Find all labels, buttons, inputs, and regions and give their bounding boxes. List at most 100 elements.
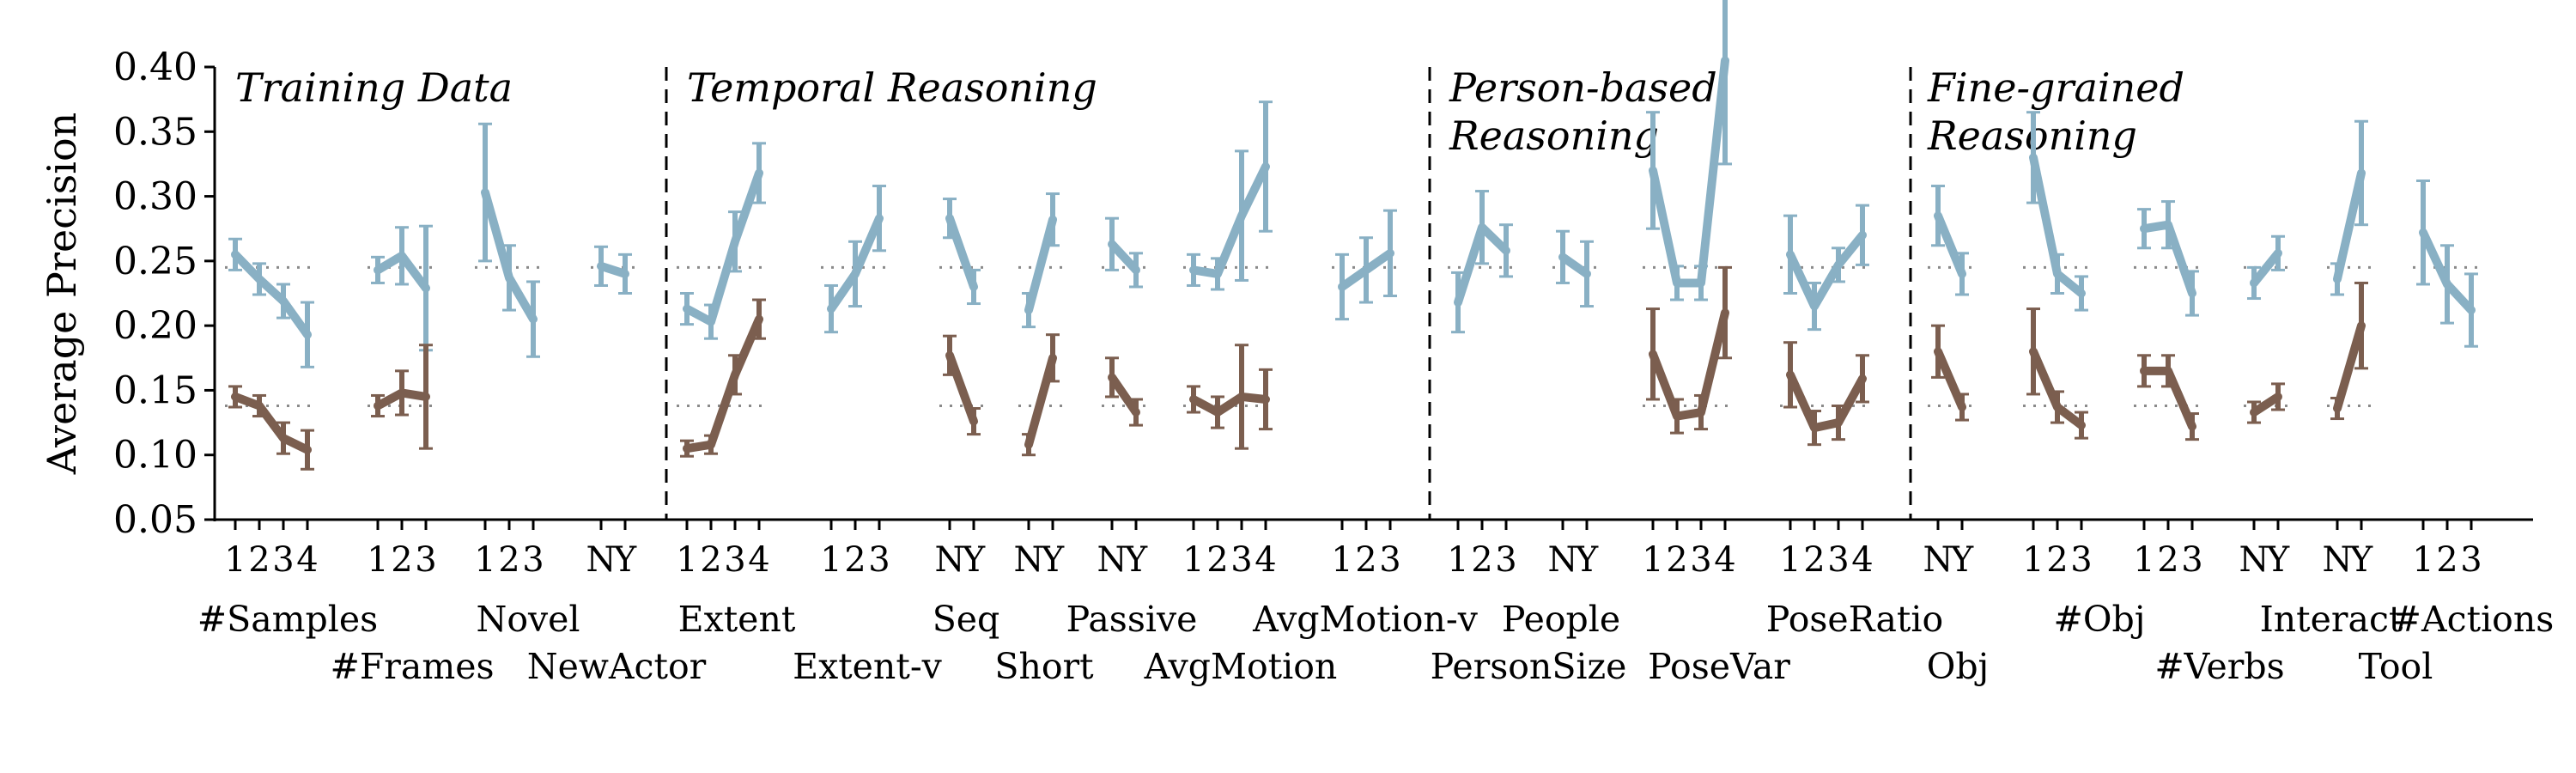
series-line-brown: [1649, 308, 1729, 421]
x-tick-label: 2: [391, 540, 412, 580]
series-line-blue: [1786, 230, 1867, 311]
x-tick-label: N: [1097, 540, 1127, 580]
series-line-blue: [1108, 240, 1140, 275]
series-line-brown: [231, 392, 312, 454]
section-title: Temporal Reasoning: [687, 64, 1097, 111]
x-tick-label: Y: [962, 540, 986, 580]
y-tick-label: 0.15: [113, 368, 197, 412]
series-line-brown: [1024, 353, 1057, 449]
y-tick-label: 0.05: [113, 498, 197, 542]
x-tick-label: Y: [1950, 540, 1974, 580]
section-title-line: Person-based: [1449, 64, 1717, 111]
factor-label: PersonSize: [1431, 646, 1627, 687]
x-tick-label: 1: [1779, 540, 1801, 580]
y-tick-label: 0.20: [113, 304, 197, 348]
section-title: Person-based Reasoning: [1449, 64, 1717, 159]
series-line-blue: [1649, 56, 1729, 288]
x-tick-label: N: [1923, 540, 1953, 580]
x-tick-label: 1: [1642, 540, 1663, 580]
factor-label: Extent-v: [793, 646, 943, 687]
x-tick-label: 2: [248, 540, 270, 580]
x-tick-label: Y: [2266, 540, 2290, 580]
y-tick-label: 0.35: [113, 110, 197, 154]
x-tick-label: 4: [296, 540, 318, 580]
x-tick-label: 1: [2022, 540, 2044, 580]
x-tick-label: 3: [724, 540, 745, 580]
x-tick-label: 3: [272, 540, 294, 580]
y-tick-label: 0.40: [113, 46, 197, 89]
factor-label: Short: [994, 646, 1094, 687]
series-line-blue: [945, 214, 978, 291]
x-tick-label: 3: [2181, 540, 2202, 580]
series-line-blue: [231, 250, 312, 339]
x-tick-label: 1: [2412, 540, 2433, 580]
x-tick-label: 2: [844, 540, 866, 580]
section-title: Training Data: [235, 64, 513, 111]
series-line-brown: [683, 314, 763, 453]
x-tick-label: 3: [1495, 540, 1516, 580]
factor-label: #Obj: [2054, 599, 2146, 640]
factor-label: #Actions: [2392, 599, 2555, 640]
series-line-blue: [1934, 211, 1966, 278]
series-line-blue: [1024, 215, 1057, 315]
x-tick-label: 2: [1803, 540, 1825, 580]
series-line-blue: [2333, 168, 2366, 283]
series-line-brown: [1189, 392, 1270, 417]
x-tick-label: 4: [1851, 540, 1873, 580]
x-tick-label: N: [935, 540, 965, 580]
x-tick-label: 1: [474, 540, 495, 580]
factor-label: People: [1502, 599, 1620, 640]
x-tick-label: N: [1014, 540, 1044, 580]
x-tick-label: 3: [1230, 540, 1252, 580]
x-tick-label: 3: [2070, 540, 2092, 580]
y-tick-label: 0.30: [113, 175, 197, 219]
x-tick-label: 3: [522, 540, 544, 580]
factor-label: Extent: [678, 599, 796, 640]
x-tick-label: 1: [1182, 540, 1204, 580]
x-tick-label: 3: [1827, 540, 1849, 580]
series-line-brown: [2333, 321, 2366, 413]
x-tick-label: Y: [2349, 540, 2373, 580]
factor-label: Obj: [1927, 646, 1990, 687]
factor-label: Novel: [476, 599, 580, 640]
series-line-brown: [1934, 347, 1966, 412]
section-title: Fine-grainedReasoning: [1927, 64, 2184, 159]
series-line-blue: [1558, 253, 1591, 278]
x-tick-label: 3: [2460, 540, 2482, 580]
series-line-brown: [945, 350, 978, 426]
x-tick-label: 2: [498, 540, 519, 580]
x-tick-label: 2: [1471, 540, 1492, 580]
x-tick-label: 2: [1206, 540, 1228, 580]
x-tick-label: 2: [1666, 540, 1687, 580]
series-line-blue: [1189, 161, 1270, 278]
x-tick-label: N: [1548, 540, 1578, 580]
factor-label: Tool: [2359, 646, 2433, 687]
factor-label: #Frames: [330, 646, 494, 687]
x-tick-label: 1: [676, 540, 697, 580]
factor-label: AvgMotion-v: [1252, 599, 1479, 640]
section-title-line: Reasoning: [1449, 113, 1659, 159]
factor-label: #Samples: [197, 599, 378, 640]
x-tick-label: 1: [1447, 540, 1468, 580]
section-title-line: Fine-grained: [1927, 64, 2184, 111]
x-tick-label: 2: [2436, 540, 2458, 580]
y-tick-label: 0.10: [113, 434, 197, 478]
x-tick-label: 3: [868, 540, 890, 580]
x-tick-label: 4: [1714, 540, 1735, 580]
factor-label: Interact: [2260, 599, 2403, 640]
x-tick-label: N: [2323, 540, 2353, 580]
x-tick-label: Y: [1124, 540, 1148, 580]
x-tick-label: 2: [1355, 540, 1376, 580]
x-tick-label: 1: [2133, 540, 2154, 580]
x-tick-label: 2: [2157, 540, 2178, 580]
x-tick-label: 3: [1690, 540, 1711, 580]
y-axis-title: Average Precision: [39, 113, 85, 476]
series-line-blue: [2250, 248, 2282, 288]
x-tick-label: 4: [1255, 540, 1276, 580]
x-tick-label: 1: [224, 540, 246, 580]
x-tick-label: 3: [1379, 540, 1400, 580]
series-line-blue: [597, 261, 629, 278]
x-tick-label: 1: [367, 540, 388, 580]
x-tick-label: 2: [700, 540, 721, 580]
